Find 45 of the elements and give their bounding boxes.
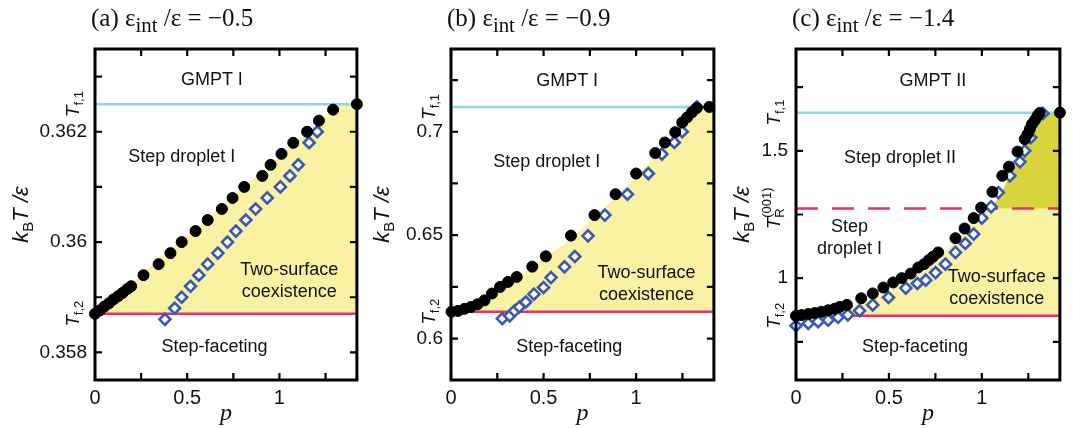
chart-title: (c) ε$_{int}$ /ε = −1.4 (792, 4, 955, 38)
annotation: GMPT I (180, 68, 243, 89)
annotation: Step droplet I (493, 150, 601, 171)
y-tick-label: 0.65 (406, 223, 443, 245)
chart-title: (a) ε$_{int}$ /ε = −0.5 (91, 4, 254, 38)
ref-line-label: Tf,2 (763, 302, 788, 329)
y-tick-label: 0.362 (39, 119, 87, 141)
y-tick-label: 0.358 (39, 340, 87, 362)
ref-line-label: Tf,2 (62, 300, 87, 327)
y-axis-title: kBT /ε (369, 186, 397, 243)
y-axis-title: kBT /ε (729, 186, 757, 243)
annotation: Step-faceting (861, 335, 969, 356)
x-tick-label: 1 (630, 385, 642, 408)
x-tick-label: 1 (273, 385, 285, 408)
x-axis-title: p (217, 398, 232, 425)
y-tick-label: 0.6 (416, 326, 443, 348)
annotation: GMPT II (899, 69, 967, 90)
x-tick-label: 0.5 (173, 385, 202, 408)
chart-title: (b) ε$_{int}$ /ε = −0.9 (447, 4, 611, 38)
ref-line-label: Tf,1 (763, 99, 788, 126)
annotation: Step droplet I (817, 215, 883, 258)
y-axis-title: kBT /ε (8, 186, 36, 243)
x-tick-label: 0 (89, 385, 101, 408)
x-tick-label: 0.5 (875, 385, 903, 408)
annotation: Two-surface coexistence (240, 258, 339, 301)
ref-line-label: Tf,1 (418, 93, 443, 120)
ref-line-label: TR(001) (759, 187, 788, 230)
annotation: Step droplet II (843, 146, 957, 167)
annotation: Step-faceting (516, 335, 623, 356)
x-tick-label: 1 (976, 385, 988, 408)
y-tick-label: 1.5 (761, 139, 788, 161)
annotation: Step droplet I (128, 145, 236, 166)
x-axis-title: p (574, 398, 589, 425)
x-tick-label: 0 (445, 385, 457, 408)
y-tick-label: 0.36 (50, 230, 87, 252)
x-tick-label: 0 (790, 385, 802, 408)
annotation: Two-surface coexistence (597, 261, 696, 304)
annotation: Two-surface coexistence (947, 265, 1046, 308)
x-axis-title: p (919, 398, 934, 425)
annotation: Step-faceting (161, 335, 268, 356)
x-tick-label: 0.5 (529, 385, 558, 408)
annotation: GMPT I (536, 69, 599, 90)
y-tick-label: 0.7 (416, 119, 443, 141)
ref-line-label: Tf,2 (418, 298, 443, 325)
ref-line-label: Tf,1 (62, 91, 87, 118)
